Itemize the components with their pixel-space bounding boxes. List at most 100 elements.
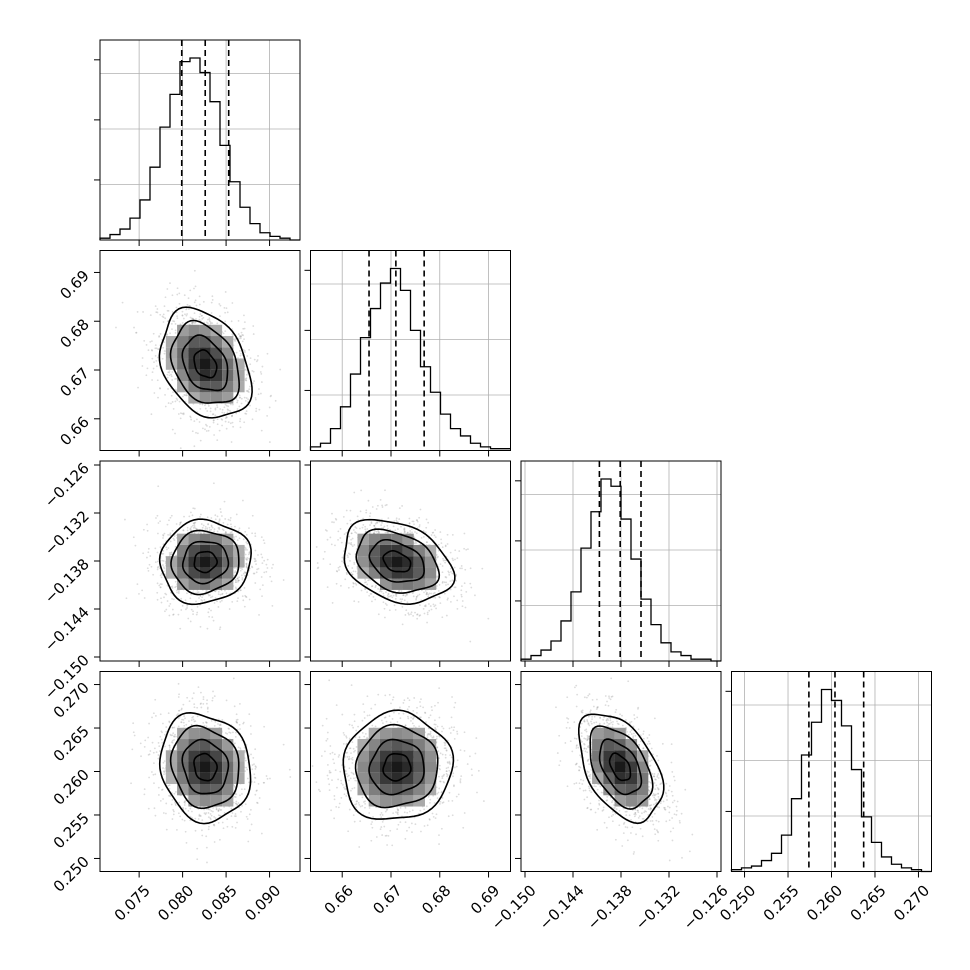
- scatter-0-2-pt-1009: [214, 597, 217, 599]
- scatter-1-2-pt-701: [340, 584, 342, 587]
- scatter-0-2-pt-420: [177, 590, 180, 593]
- scatter-0-2-pt-625: [248, 552, 251, 554]
- scatter-0-2-pt-614: [241, 499, 244, 502]
- scatter-1-2-pt-15: [337, 566, 340, 569]
- scatter-1-2-pt-469: [444, 559, 446, 562]
- scatter-1-2-pt-1334: [455, 579, 457, 582]
- scatter-0-2-pt-653: [216, 515, 219, 518]
- scatter-0-3-pt-55: [248, 829, 251, 832]
- scatter-0-3-pt-330: [215, 808, 218, 811]
- scatter-0-1-pt-856: [237, 357, 239, 359]
- scatter-1-2-pt-424: [436, 556, 439, 559]
- scatter-0-1-cell-0-3: [199, 324, 211, 337]
- scatter-0-3-pt-411: [234, 796, 237, 798]
- scatter-1-2-pt-857: [451, 572, 454, 575]
- scatter-1-2-pt-1204: [438, 583, 441, 586]
- scatter-1-2-pt-1306: [411, 520, 414, 523]
- scatter-0-2-pt-837: [196, 611, 199, 614]
- scatter-1-2-pt-1379: [424, 531, 427, 534]
- scatter-0-2-pt-156: [147, 569, 150, 572]
- contour-1-2-level-3: [343, 518, 456, 605]
- scatter-0-2-pt-214: [183, 515, 185, 518]
- scatter-0-1-pt-1021: [245, 410, 248, 413]
- scatter-1-2-pt-705: [400, 600, 403, 603]
- scatter-1-2-pt-408: [403, 528, 406, 531]
- scatter-0-1-pt-1060: [186, 313, 189, 315]
- scatter-1-2-pt-308: [344, 578, 347, 581]
- scatter-0-1-pt-594: [191, 321, 194, 324]
- scatter-1-2-pt-64: [384, 489, 386, 492]
- scatter-0-1-pt-1389: [212, 419, 215, 422]
- scatter-1-2-pt-917: [357, 601, 360, 603]
- scatter-0-1-pt-1323: [193, 322, 196, 324]
- scatter-1-2-pt-974: [372, 596, 375, 598]
- scatter-0-1-pt-919: [151, 379, 154, 381]
- scatter-1-2-pt-832: [422, 529, 425, 532]
- scatter-0-1-pt-1362: [253, 380, 256, 383]
- scatter-1-2-pt-1119: [418, 525, 421, 528]
- scatter-1-2-pt-173: [446, 598, 449, 601]
- scatter-1-2-cell--3-2: [357, 533, 369, 545]
- scatter-1-2-pt-1190: [423, 612, 426, 615]
- scatter-0-3-pt-277: [191, 697, 194, 700]
- scatter-0-1-pt-853: [224, 311, 227, 314]
- scatter-1-2-pt-1234: [454, 558, 456, 561]
- scatter-0-2-pt-880: [212, 482, 215, 485]
- scatter-1-2-pt-132: [439, 602, 442, 605]
- scatter-0-1-frame: [99, 250, 301, 451]
- scatter-0-1-pt-928: [255, 407, 258, 410]
- scatter-0-2-pt-236: [125, 597, 128, 600]
- scatter-0-3-pt-178: [250, 823, 253, 826]
- scatter-0-1-pt-548: [191, 317, 194, 320]
- scatter-1-2-pt-136: [346, 522, 349, 525]
- scatter-1-2-pt-540: [316, 562, 319, 564]
- scatter-0-2-pt-1150: [261, 584, 264, 587]
- scatter-1-2-pt-313: [373, 524, 376, 527]
- scatter-0-1-pt-196: [268, 441, 271, 443]
- scatter-0-1-pt-1283: [143, 339, 146, 342]
- scatter-0-1-pt-704: [164, 393, 166, 396]
- scatter-0-1-pt-813: [174, 378, 176, 380]
- scatter-0-3-pt-53: [168, 721, 171, 724]
- scatter-0-2-pt-1066: [175, 523, 178, 525]
- scatter-0-2-pt-165: [161, 553, 164, 555]
- scatter-0-2-pt-577: [219, 593, 222, 596]
- scatter-1-2-pt-1272: [432, 603, 435, 606]
- scatter-0-2-frame: [99, 460, 301, 662]
- scatter-1-2-pt-340: [410, 613, 412, 616]
- scatter-0-3-pt-164: [171, 726, 174, 729]
- scatter-1-2-cell--1-0: [379, 556, 392, 568]
- scatter-0-2-pt-607: [173, 535, 176, 537]
- scatter-0-2-pt-1287: [171, 597, 174, 600]
- scatter-0-2-pt-1146: [219, 626, 222, 629]
- scatter-0-2-cell--2--1: [177, 567, 189, 579]
- scatter-0-3-pt-389: [185, 841, 188, 844]
- scatter-0-1-pt-261: [225, 307, 228, 310]
- scatter-0-1-pt-219: [155, 365, 158, 368]
- scatter-1-2-pt-487: [350, 571, 353, 574]
- scatter-0-2-pt-709: [237, 580, 239, 583]
- scatter-0-1-pt-566: [239, 396, 242, 399]
- scatter-0-1-pt-760: [232, 425, 235, 428]
- scatter-0-1-pt-96: [163, 341, 165, 344]
- scatter-0-2-pt-557: [266, 558, 269, 561]
- scatter-0-3-pt-441: [178, 709, 181, 712]
- scatter-0-1-pt-414: [239, 418, 242, 420]
- scatter-0-2-pt-404: [124, 518, 126, 521]
- scatter-0-1-pt-53: [155, 311, 158, 314]
- scatter-0-2-pt-489: [186, 607, 188, 609]
- scatter-0-1-pt-689: [240, 402, 243, 405]
- scatter-0-1-pt-329: [157, 396, 159, 399]
- scatter-0-2-pt-432: [168, 553, 171, 556]
- scatter-0-2-pt-163: [245, 566, 248, 568]
- scatter-0-2-pt-648: [245, 558, 247, 560]
- scatter-1-2-pt-589: [404, 614, 407, 616]
- scatter-1-2-pt-619: [414, 542, 417, 545]
- scatter-0-2-pt-289: [162, 550, 165, 552]
- scatter-0-1-pt-1022: [198, 315, 201, 318]
- scatter-0-1-pt-443: [151, 371, 154, 374]
- scatter-0-1-cell--2-2: [177, 336, 189, 348]
- scatter-1-2-pt-800: [348, 535, 351, 538]
- scatter-0-2-pt-160: [206, 516, 209, 519]
- scatter-0-1-pt-8: [185, 394, 188, 397]
